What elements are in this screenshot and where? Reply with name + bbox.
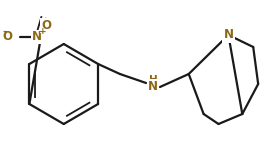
Text: N: N (148, 81, 158, 93)
Text: O: O (41, 19, 51, 32)
Text: O: O (2, 31, 12, 43)
Text: N: N (223, 29, 234, 41)
Text: +: + (39, 28, 46, 36)
Text: H: H (149, 75, 157, 85)
Text: -: - (2, 27, 6, 37)
Text: N: N (32, 31, 42, 43)
